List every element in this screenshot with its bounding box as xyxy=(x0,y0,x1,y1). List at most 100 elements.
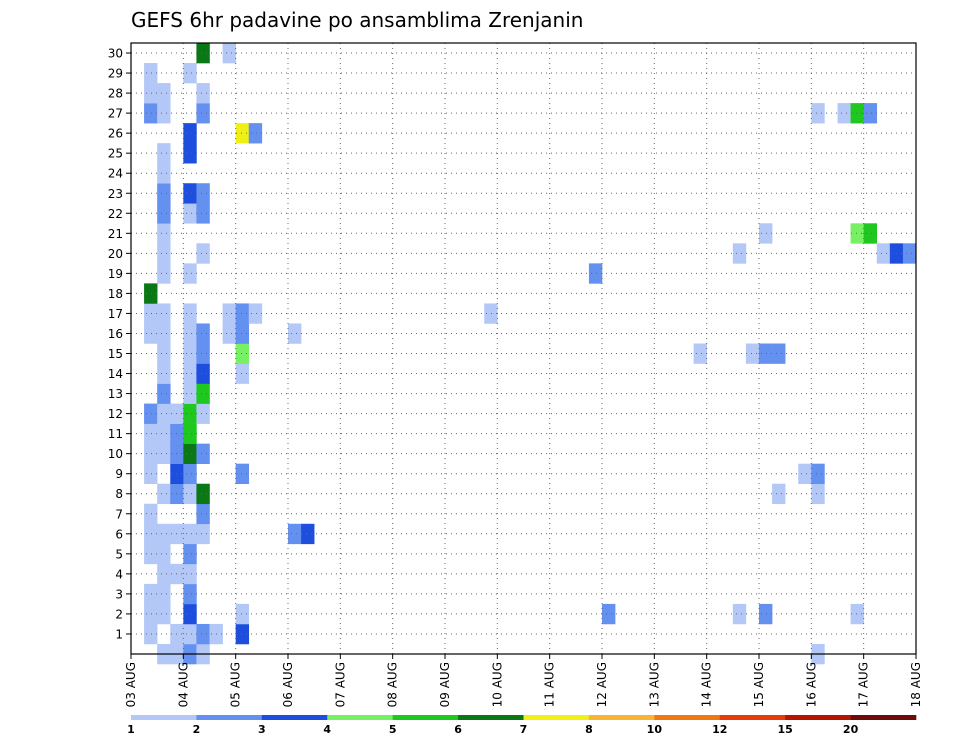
heatmap-cell xyxy=(759,603,773,625)
heatmap-cell xyxy=(183,183,197,204)
heatmap-cell xyxy=(902,243,917,264)
heatmap-cell xyxy=(157,263,171,284)
heatmap-cell xyxy=(183,623,197,645)
x-tick-label: 08 AUG xyxy=(386,662,400,707)
heatmap-cell xyxy=(588,263,603,284)
heatmap-cell xyxy=(196,83,210,104)
legend-label: 4 xyxy=(323,723,331,736)
heatmap-cell xyxy=(222,303,236,324)
legend-label: 2 xyxy=(193,723,201,736)
heatmap-cell xyxy=(183,483,197,505)
heatmap-cell xyxy=(798,463,812,485)
heatmap-cell xyxy=(144,83,158,104)
legend-label: 15 xyxy=(778,723,793,736)
legend-label: 1 xyxy=(127,723,135,736)
y-tick-label: 1 xyxy=(115,627,123,641)
heatmap-cell xyxy=(196,243,210,264)
legend-label: 3 xyxy=(258,723,266,736)
heatmap-cell xyxy=(157,523,171,545)
heatmap-cell xyxy=(157,203,171,224)
heatmap-cell xyxy=(602,603,616,625)
legend-swatch xyxy=(523,715,590,720)
heatmap-cell xyxy=(235,323,250,344)
legend-swatch xyxy=(719,715,786,720)
legend-label: 12 xyxy=(712,723,727,736)
heatmap-cell xyxy=(157,563,171,585)
x-tick-label: 18 AUG xyxy=(909,662,923,707)
heatmap-cell xyxy=(157,443,171,464)
chart-title: GEFS 6hr padavine po ansamblima Zrenjani… xyxy=(131,8,583,32)
y-tick-label: 22 xyxy=(108,207,123,221)
heatmap-cell xyxy=(183,563,197,585)
legend-swatch xyxy=(785,715,851,720)
heatmap-cell xyxy=(144,403,158,424)
y-tick-label: 12 xyxy=(108,407,123,421)
x-tick-label: 04 AUG xyxy=(176,662,190,707)
heatmap-cell xyxy=(850,223,864,244)
legend-label: 6 xyxy=(454,723,462,736)
heatmap-cell xyxy=(157,83,171,104)
y-tick-label: 26 xyxy=(108,127,123,141)
heatmap-cell xyxy=(157,303,171,324)
y-tick-label: 21 xyxy=(108,227,123,241)
x-tick-label: 03 AUG xyxy=(124,662,138,707)
heatmap-cell xyxy=(484,303,498,324)
heatmap-cell xyxy=(235,303,250,324)
y-tick-label: 20 xyxy=(108,247,123,261)
x-tick-label: 11 AUG xyxy=(543,662,557,707)
heatmap-cell xyxy=(157,323,171,344)
y-tick-label: 4 xyxy=(115,567,123,581)
y-tick-label: 30 xyxy=(108,47,123,61)
y-tick-label: 23 xyxy=(108,187,123,201)
y-tick-label: 25 xyxy=(108,147,123,161)
heatmap-cell xyxy=(235,343,250,364)
x-tick-label: 13 AUG xyxy=(647,662,661,707)
heatmap-cell xyxy=(144,103,158,124)
y-tick-label: 15 xyxy=(108,347,123,361)
heatmap-cell xyxy=(222,43,236,64)
heatmap-cell xyxy=(183,363,197,384)
heatmap-cell xyxy=(144,523,158,545)
legend-label: 8 xyxy=(585,723,593,736)
legend-label: 20 xyxy=(843,723,859,736)
heatmap-cell xyxy=(157,383,171,404)
heatmap-cell xyxy=(144,583,158,605)
y-tick-label: 5 xyxy=(115,547,123,561)
heatmap-cell xyxy=(248,123,263,144)
legend-swatch xyxy=(588,715,655,720)
heatmap-cell xyxy=(248,303,263,324)
heatmap-cell xyxy=(235,603,250,625)
y-tick-label: 11 xyxy=(108,427,123,441)
heatmap-cell xyxy=(144,503,158,525)
heatmap-cell xyxy=(863,103,878,124)
heatmap-cell xyxy=(144,603,158,625)
heatmap-cell xyxy=(732,603,747,625)
heatmap-cell xyxy=(144,423,158,444)
heatmap-cell xyxy=(196,443,210,464)
y-tick-label: 28 xyxy=(108,87,123,101)
x-tick-label: 07 AUG xyxy=(333,662,347,707)
heatmap-cell xyxy=(196,503,210,525)
heatmap-cell xyxy=(157,603,171,625)
legend-swatch xyxy=(458,715,524,720)
y-tick-label: 9 xyxy=(115,467,123,481)
heatmap-cell xyxy=(183,143,197,164)
heatmap-cell xyxy=(157,103,171,124)
y-tick-label: 24 xyxy=(108,167,123,181)
heatmap-cell xyxy=(183,343,197,364)
heatmap-cell xyxy=(196,483,210,505)
y-tick-label: 29 xyxy=(108,67,123,81)
x-tick-label: 12 AUG xyxy=(595,662,609,707)
heatmap-cell xyxy=(811,483,825,505)
x-tick-label: 15 AUG xyxy=(752,662,766,707)
heatmap-cell xyxy=(196,183,210,204)
y-tick-label: 13 xyxy=(108,387,123,401)
legend-swatch xyxy=(196,715,263,720)
grid-lines xyxy=(131,43,916,654)
x-tick-label: 05 AUG xyxy=(229,662,243,707)
heatmap-cell xyxy=(196,383,210,404)
heatmap-cell xyxy=(183,603,197,625)
heatmap-cell xyxy=(157,163,171,184)
colorbar-legend: 1 2 3 4 5 6 7 8 10 12 15 20 xyxy=(127,715,917,736)
heatmap-cell xyxy=(183,263,197,284)
